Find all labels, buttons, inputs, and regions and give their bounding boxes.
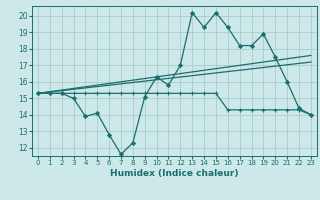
X-axis label: Humidex (Indice chaleur): Humidex (Indice chaleur) [110,169,239,178]
